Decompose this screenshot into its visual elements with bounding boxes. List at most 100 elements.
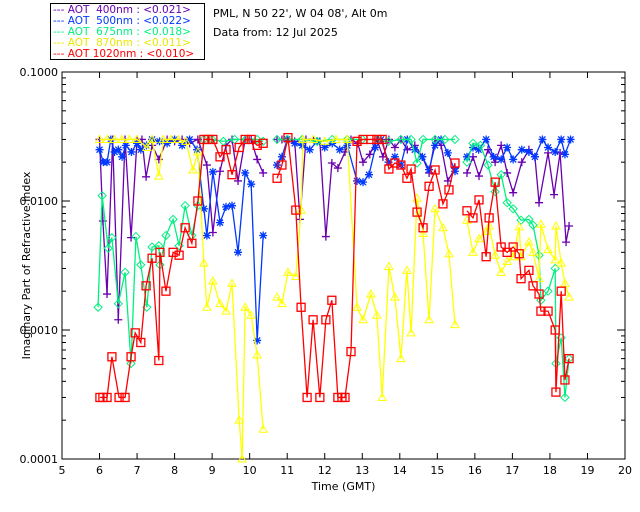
x-tick-label: 7 [134,464,141,477]
asterisk-marker [208,167,217,176]
square-marker [346,346,356,357]
legend-line: --- [53,15,65,27]
x-tick-label: 14 [393,464,407,477]
plus-marker [114,315,123,324]
triangle-marker [124,134,135,143]
triangle-marker [430,203,440,213]
square-marker [141,281,151,291]
diamond-marker [180,200,190,211]
diamond-marker [136,260,146,270]
asterisk-marker [216,218,225,227]
square-marker [193,196,203,206]
asterisk-marker [371,143,380,152]
triangle-marker [528,247,538,256]
legend-line: --- [53,48,65,60]
asterisk-marker [228,201,237,210]
plus-marker [517,158,526,167]
legend: --- AOT 400nm : <0.021> --- AOT 500nm : … [50,3,205,60]
y-tick-label: 0.0010 [20,324,59,337]
diamond-marker [107,232,117,243]
square-marker [252,140,262,151]
asterisk-marker [103,158,112,167]
square-marker [208,134,218,145]
triangle-marker [352,302,362,311]
series-aot-1020nm-0-010- [95,132,574,403]
triangle-marker [490,250,500,259]
square-marker [418,223,428,233]
square-marker [258,138,268,148]
plus-marker [142,172,151,181]
plus-marker [565,222,574,231]
legend-label: AOT 400nm : <0.021> [67,4,191,16]
plus-marker [509,188,518,197]
asterisk-marker [443,148,452,157]
triangle-marker [474,233,484,243]
square-marker [114,392,124,403]
diamond-marker [103,243,113,253]
triangle-marker [560,278,570,287]
asterisk-marker [538,135,547,144]
square-marker [296,302,306,312]
legend-label: AOT 500nm : <0.022> [67,15,191,27]
square-marker [283,132,293,143]
legend-entry-1020nm: --- AOT 1020nm : <0.010> [53,49,194,60]
square-marker [187,238,197,248]
square-marker [496,242,506,252]
triangle-marker [319,136,330,145]
plus-marker [390,143,399,152]
square-marker [291,205,301,215]
x-tick-label: 11 [280,464,294,477]
asterisk-marker [234,248,243,257]
square-marker [372,134,382,145]
square-marker [402,173,412,183]
square-marker [468,213,478,223]
asterisk-marker [114,145,123,154]
diamond-marker [258,136,268,147]
legend-line: --- [53,4,65,16]
asterisk-marker [482,135,491,144]
series-aot-500nm-0-022- [95,135,575,345]
site-info: PML, N 50 22', W 04 08', Alt 0m [213,7,388,20]
square-marker [315,392,325,403]
square-marker [366,134,376,145]
diamond-marker [475,140,486,151]
square-marker [246,134,256,145]
diamond-marker [412,158,422,168]
triangle-marker [377,392,388,401]
plus-marker [234,176,243,185]
asterisk-marker [359,178,368,187]
triangle-marker [308,134,319,143]
square-marker [560,375,570,385]
plus-marker [253,155,262,164]
asterisk-marker [320,143,329,152]
asterisk-marker [163,139,172,148]
diamond-marker [528,220,538,230]
plus-marker [462,168,471,177]
triangle-marker [524,237,534,246]
square-marker [136,337,146,348]
triangle-marker [402,265,412,274]
diamond-marker [524,214,534,225]
diamond-marker [502,197,512,208]
triangle-marker [502,256,513,265]
square-marker [321,315,331,325]
x-tick-label: 12 [318,464,332,477]
square-marker [203,134,213,145]
square-marker [272,173,282,183]
plus-marker [550,190,559,199]
square-marker [550,325,560,335]
triangle-marker [240,302,251,311]
x-tick-label: 17 [505,464,519,477]
diamond-marker [450,134,460,145]
asterisk-marker [544,143,553,152]
series-line [466,182,570,393]
square-marker [412,207,422,217]
legend-line: --- [53,37,65,49]
legend-label: AOT 870nm : <0.011> [67,37,191,49]
asterisk-marker [425,165,434,174]
square-marker [377,134,387,145]
triangle-marker [221,306,231,315]
plus-marker [474,172,483,181]
plus-marker [497,141,506,150]
asterisk-marker [305,145,314,154]
